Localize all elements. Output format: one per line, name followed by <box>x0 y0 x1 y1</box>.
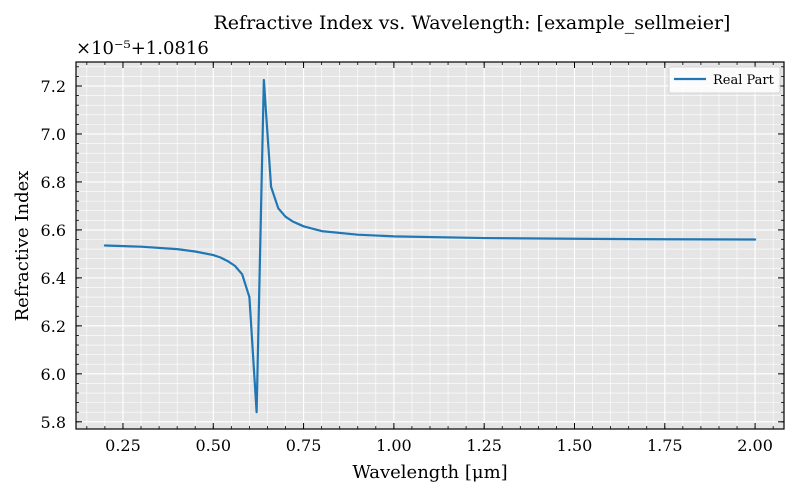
x-tick-label: 1.75 <box>647 436 683 455</box>
y-tick-label: 6.6 <box>41 221 66 240</box>
legend-box <box>668 66 781 94</box>
ticks <box>76 62 784 429</box>
x-tick-label: 1.50 <box>557 436 593 455</box>
grid <box>76 62 784 429</box>
x-tick-label: 0.25 <box>105 436 141 455</box>
series-layer <box>103 78 757 414</box>
y-tick-label: 6.8 <box>41 173 66 192</box>
y-tick-label: 7.2 <box>41 77 66 96</box>
x-axis-label: Wavelength [μm] <box>352 462 507 483</box>
legend: Real Part <box>668 66 781 94</box>
legend-label-real-part: Real Part <box>713 73 775 88</box>
y-tick-label: 6.4 <box>41 269 66 288</box>
y-tick-label: 6.2 <box>41 317 66 336</box>
y-tick-label: 5.8 <box>41 413 66 432</box>
y-axis-label: Refractive Index <box>12 171 33 322</box>
x-tick-label: 0.75 <box>286 436 322 455</box>
y-tick-label: 6.0 <box>41 365 66 384</box>
y-axis-offset-label: ×10⁻⁵+1.0816 <box>76 38 209 59</box>
series-line-real-part <box>103 78 757 414</box>
x-tick-label: 2.00 <box>737 436 773 455</box>
tick-labels: 0.25 0.50 0.75 1.00 1.25 1.50 1.75 2.00 5.8 6.0 6.… <box>41 77 773 455</box>
x-tick-label: 0.50 <box>195 436 231 455</box>
chart-title: Refractive Index vs. Wavelength: [exampl… <box>214 12 731 34</box>
x-tick-label: 1.25 <box>466 436 502 455</box>
x-tick-label: 1.00 <box>376 436 412 455</box>
y-tick-label: 7.0 <box>41 125 66 144</box>
